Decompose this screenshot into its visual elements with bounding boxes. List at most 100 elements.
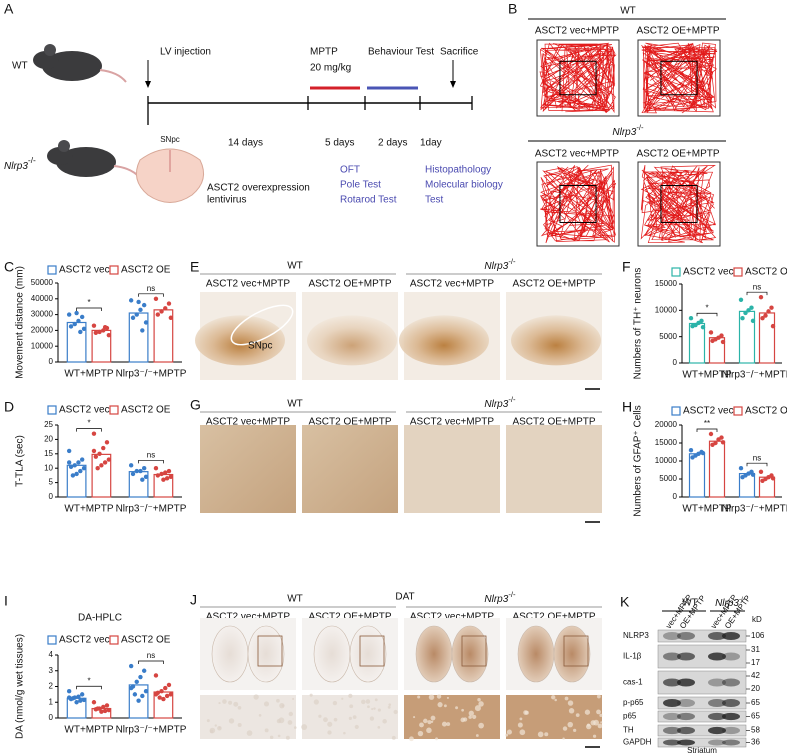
texture [413,716,416,719]
data-point [101,704,106,710]
brain-hemisphere [211,625,249,683]
x-tick-label: WT+MPTP [64,504,113,515]
data-point [138,307,143,313]
kd-label: 65 [751,698,760,707]
x-tick-label: Nlrp3⁻/⁻+MPTP [116,369,187,380]
genotype-label: Nlrp3-/- [484,395,516,410]
texture [551,695,556,700]
texture [409,736,414,742]
data-point [134,679,139,684]
data-point [132,692,138,697]
blot-label: IL-1β [623,652,642,661]
texture [524,710,529,715]
texture [369,716,375,721]
group-label: WT [620,6,636,17]
brain-hemisphere [415,625,453,683]
data-point [143,474,149,480]
genotype-label: Nlrp3-/- [484,257,516,272]
data-point [153,296,159,301]
texture [417,695,421,699]
texture [218,726,221,729]
texture [278,717,285,724]
blot-label: TH [623,726,634,735]
genotype-name: Nlrp3 [484,594,508,605]
data-point [76,318,81,324]
data-point [153,673,159,678]
texture [517,722,523,728]
significance-label: ** [704,419,710,428]
data-point [164,693,170,699]
data-point [95,706,100,711]
legend-swatch [47,265,57,275]
center-zone [559,185,597,223]
data-point [93,454,99,459]
legend-swatch [47,635,57,645]
arrow-head [450,81,456,88]
genotype-name: Nlrp3 [484,261,508,272]
data-point [750,318,756,324]
data-point [130,471,136,477]
legend-swatch [671,267,681,277]
data-point [770,323,776,329]
x-tick-label: Nlrp3⁻/⁻+MPTP [722,504,787,515]
texture [354,724,359,730]
data-point [104,703,110,708]
annotation: LV injection [160,47,211,58]
panel-label: J [190,592,197,608]
data-point [708,431,714,437]
y-tick-label: 20000 [655,420,678,429]
brain-hemisphere [313,625,351,683]
legend-swatch [47,405,57,415]
panel-label: B [508,1,517,17]
data-point [163,306,168,311]
texture [348,716,352,720]
data-point [143,689,149,694]
blot-label: cas-1 [623,678,643,687]
significance-bracket [76,685,102,690]
texture [596,709,601,715]
texture [288,711,294,717]
zoom-box [563,635,589,667]
mouse-tail [99,69,127,83]
bar [688,453,706,498]
texture [430,720,434,723]
blot-band [663,712,681,721]
data-point [91,700,97,705]
y-tick-label: 2 [49,682,54,691]
data-point [136,299,141,305]
data-point [738,297,744,302]
texture [460,717,466,723]
texture [393,709,398,715]
data-point [72,463,77,468]
data-point [102,325,108,330]
genotype-label: Nlrp3-/- [484,590,516,605]
y-tick-label: 0 [49,357,54,366]
mouse-head [47,147,73,165]
y-tick-label: 15000 [655,438,678,447]
duration-label: 5 days [325,138,354,149]
data-point [743,310,748,316]
data-point [168,474,174,480]
group-label: WT [287,399,303,410]
texture [333,717,338,722]
annotation: Behaviour Test [368,47,434,58]
data-point [91,448,97,454]
y-tick-label: 4 [49,650,54,659]
arrow-head [145,81,151,88]
texture [253,694,259,700]
significance-label: ns [753,282,761,291]
legend-label: ASCT2 OE [121,265,171,276]
blot-band [722,712,740,721]
data-point [79,314,85,320]
texture [575,713,580,718]
data-point [710,442,715,447]
significance-bracket [746,462,768,467]
data-point [91,431,97,436]
blot-label: p65 [623,712,637,721]
blot-band [708,699,726,707]
texture [388,703,392,706]
significance-label: * [87,419,90,428]
data-point [769,305,774,310]
texture [361,699,366,705]
